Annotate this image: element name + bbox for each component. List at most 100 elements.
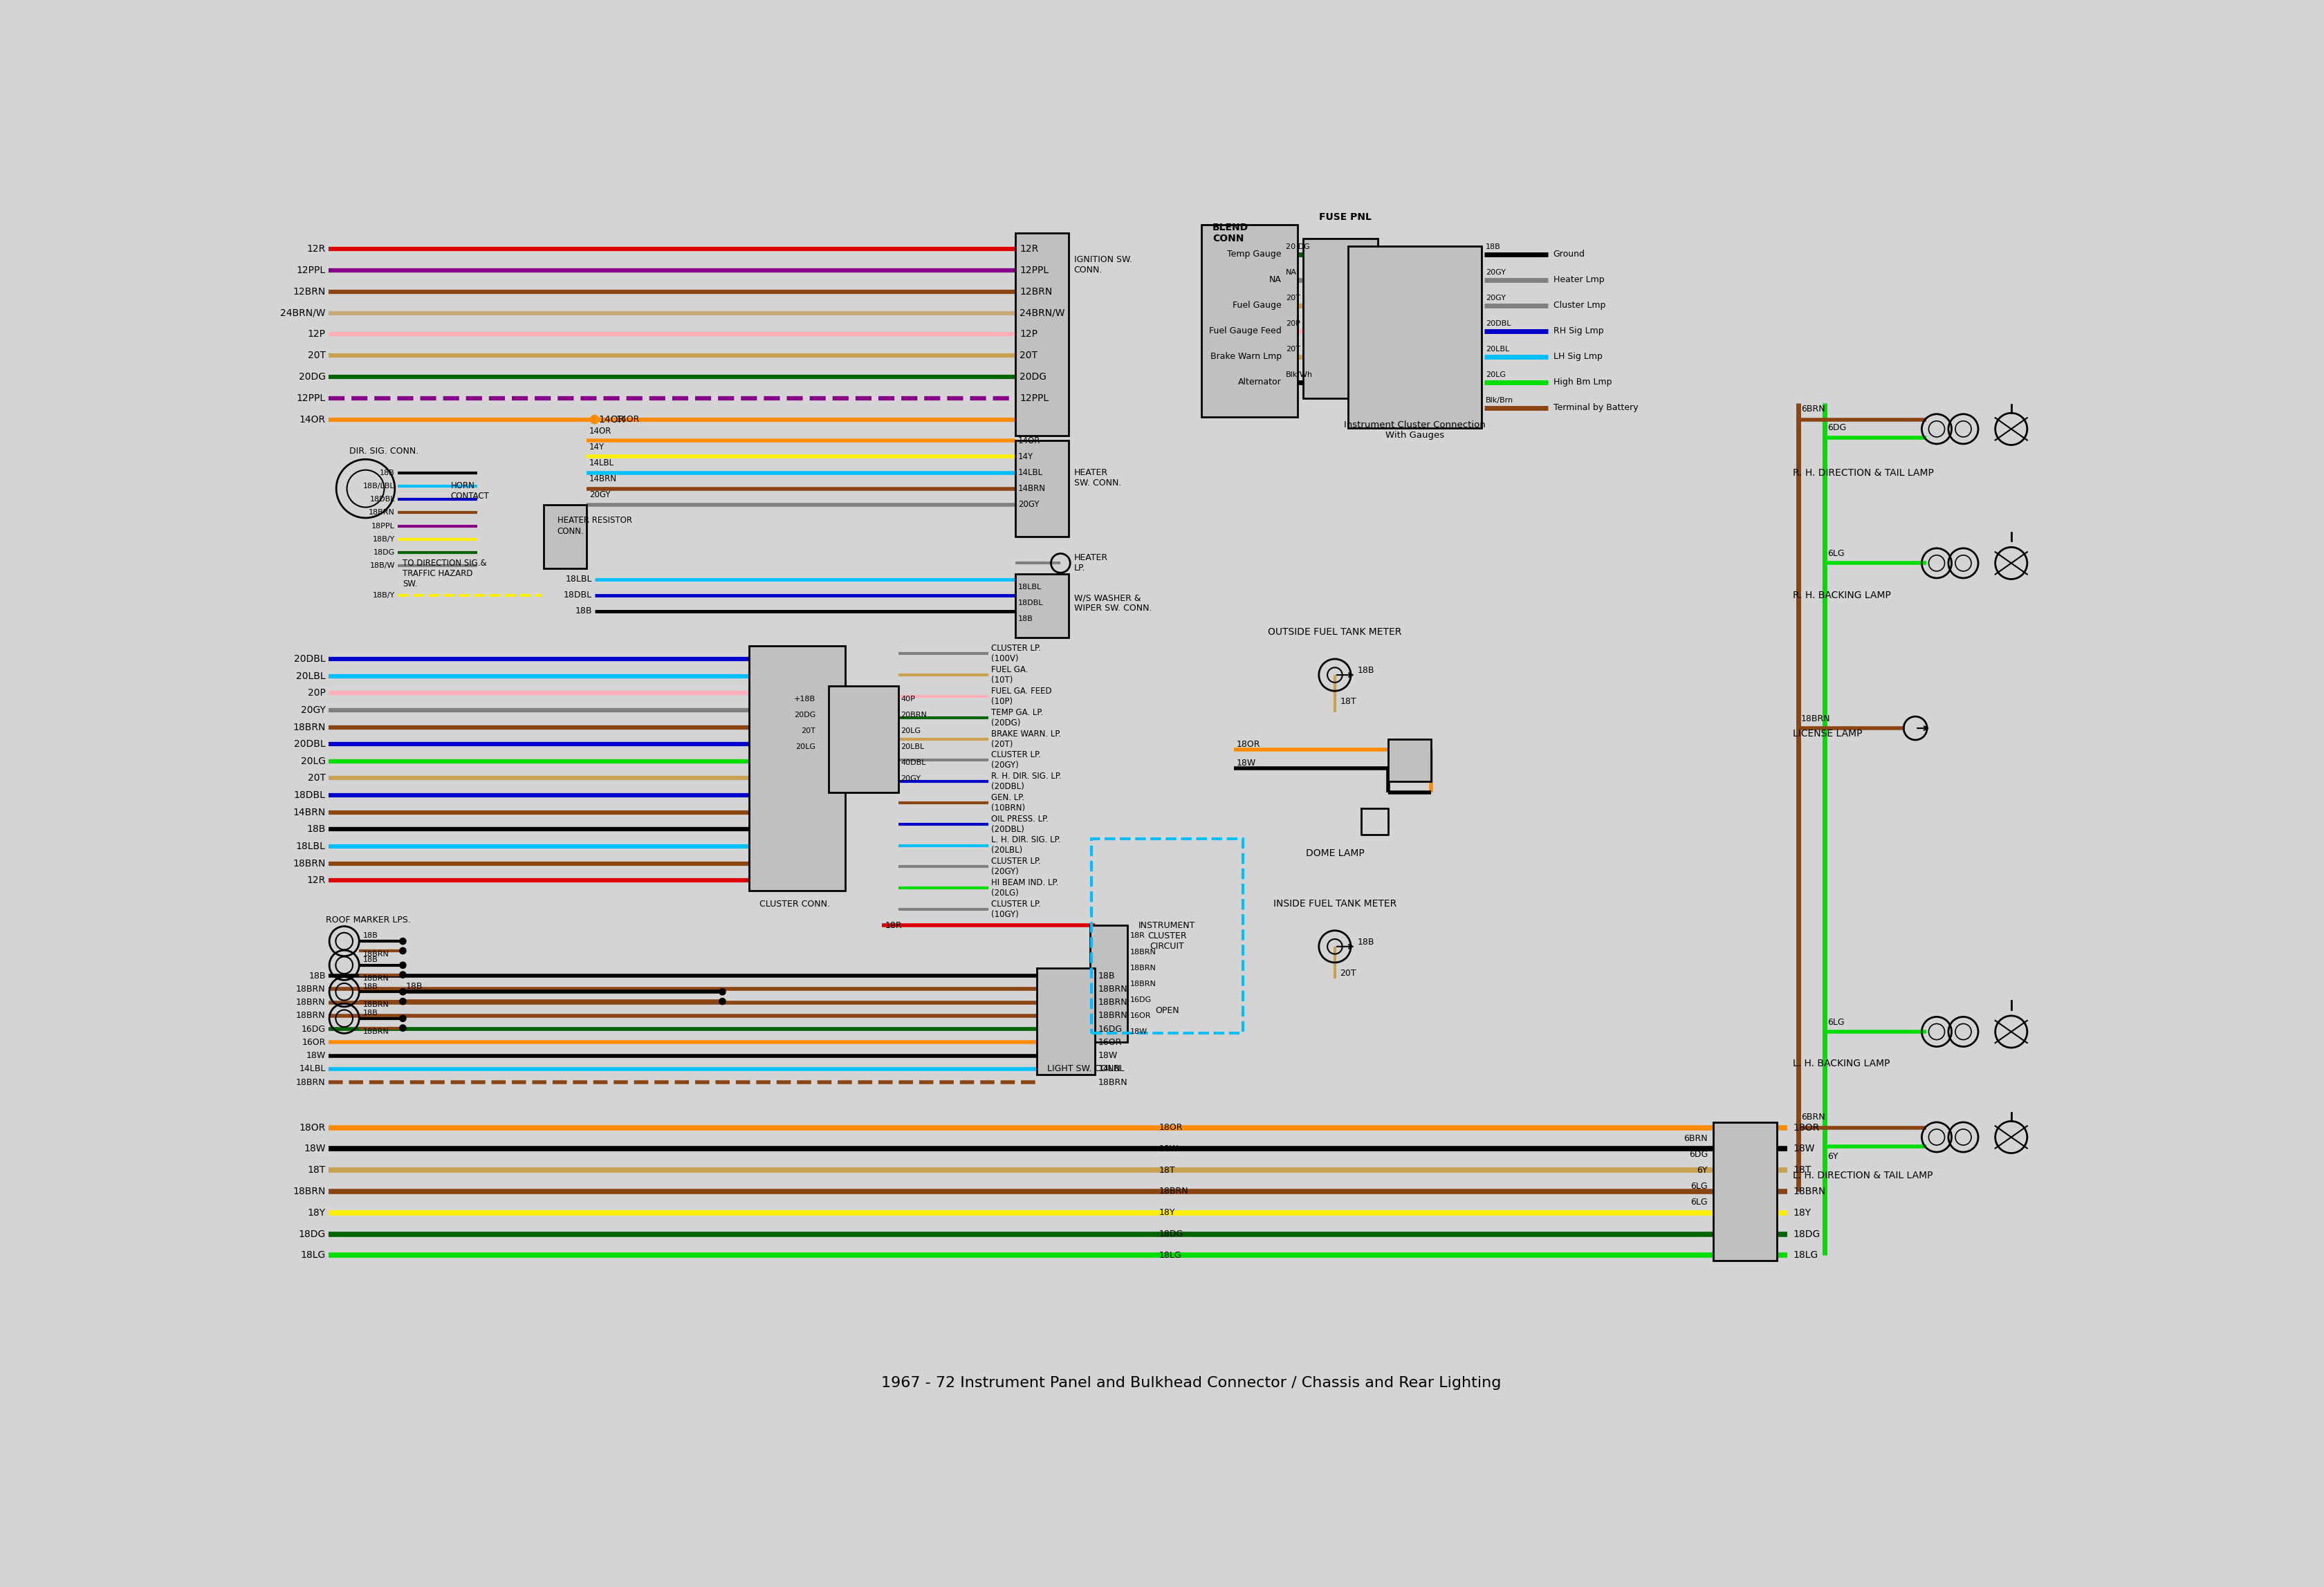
- Text: 18DBL: 18DBL: [293, 790, 325, 800]
- Text: 18B/Y: 18B/Y: [372, 592, 395, 598]
- Text: R. H. DIRECTION & TAIL LAMP: R. H. DIRECTION & TAIL LAMP: [1792, 468, 1934, 478]
- Text: 14OR: 14OR: [616, 414, 639, 424]
- Text: 18W: 18W: [1792, 1144, 1815, 1154]
- Text: 20 DG: 20 DG: [1285, 243, 1311, 251]
- Text: 12P: 12P: [307, 330, 325, 340]
- Text: 18PPL: 18PPL: [372, 522, 395, 530]
- Text: Ground: Ground: [1552, 249, 1585, 259]
- Text: 18B: 18B: [363, 933, 379, 940]
- Text: Cluster Lmp: Cluster Lmp: [1552, 302, 1606, 309]
- Text: L. H. DIR. SIG. LP.
(20LBL): L. H. DIR. SIG. LP. (20LBL): [992, 836, 1060, 855]
- Text: 6BRN: 6BRN: [1801, 405, 1824, 413]
- Text: 20LG: 20LG: [300, 757, 325, 767]
- Text: 18B: 18B: [1097, 971, 1116, 981]
- Text: 20GY: 20GY: [590, 490, 611, 500]
- Text: 16DG: 16DG: [302, 1025, 325, 1033]
- Text: L. H. DIRECTION & TAIL LAMP: L. H. DIRECTION & TAIL LAMP: [1792, 1171, 1934, 1181]
- Text: 18BRN: 18BRN: [370, 509, 395, 516]
- Text: HI BEAM IND. LP.
(20LG): HI BEAM IND. LP. (20LG): [992, 878, 1060, 898]
- Text: 6BRN: 6BRN: [1683, 1133, 1708, 1143]
- Text: Heater Lmp: Heater Lmp: [1552, 276, 1604, 284]
- Text: 6LG: 6LG: [1690, 1198, 1708, 1206]
- Text: 20T: 20T: [1285, 346, 1301, 352]
- Circle shape: [400, 1016, 407, 1022]
- Text: FUEL GA. FEED
(10P): FUEL GA. FEED (10P): [992, 687, 1053, 706]
- Text: NA: NA: [1269, 276, 1281, 284]
- Bar: [1016, 233, 1069, 435]
- Text: 18B: 18B: [1018, 616, 1032, 622]
- Text: 20DBL: 20DBL: [295, 740, 325, 749]
- Text: 18B: 18B: [404, 982, 423, 990]
- Text: 20DBL: 20DBL: [1485, 321, 1511, 327]
- Text: 40DBL: 40DBL: [902, 759, 925, 767]
- Text: 18DBL: 18DBL: [370, 495, 395, 503]
- Text: CLUSTER LP.
(20GY): CLUSTER LP. (20GY): [992, 751, 1041, 770]
- Text: 18BRN: 18BRN: [363, 1001, 388, 1009]
- Text: 12PPL: 12PPL: [297, 265, 325, 275]
- Text: 20LBL: 20LBL: [295, 671, 325, 681]
- Text: INSTRUMENT
CLUSTER
CIRCUIT: INSTRUMENT CLUSTER CIRCUIT: [1139, 920, 1195, 951]
- Circle shape: [400, 962, 407, 968]
- Text: 18BRN: 18BRN: [293, 859, 325, 868]
- Bar: [748, 646, 846, 890]
- Text: 14LBL: 14LBL: [300, 1065, 325, 1073]
- Text: W/S WASHER &
WIPER SW. CONN.: W/S WASHER & WIPER SW. CONN.: [1074, 594, 1153, 613]
- Text: 18LG: 18LG: [1160, 1251, 1181, 1260]
- Text: 16OR: 16OR: [1129, 1013, 1150, 1019]
- Text: 18DG: 18DG: [374, 549, 395, 555]
- Text: 18LG: 18LG: [300, 1251, 325, 1260]
- Text: 18W: 18W: [1097, 1051, 1118, 1060]
- Circle shape: [400, 938, 407, 944]
- Text: 18BRN: 18BRN: [293, 722, 325, 732]
- Text: BRAKE WARN. LP.
(20T): BRAKE WARN. LP. (20T): [992, 728, 1062, 749]
- Circle shape: [718, 989, 725, 995]
- Circle shape: [718, 998, 725, 1005]
- Text: 6LG: 6LG: [1827, 1017, 1845, 1027]
- Text: 24BRN/W: 24BRN/W: [281, 308, 325, 317]
- Circle shape: [590, 416, 600, 424]
- Circle shape: [400, 989, 407, 995]
- Text: 18R: 18R: [885, 920, 902, 930]
- Text: 18B: 18B: [363, 982, 379, 990]
- Text: High Bm Lmp: High Bm Lmp: [1552, 378, 1611, 387]
- Text: 14OR: 14OR: [300, 414, 325, 424]
- Circle shape: [400, 971, 407, 978]
- Text: 20T: 20T: [1341, 968, 1357, 978]
- Text: 14LBL: 14LBL: [590, 459, 614, 468]
- Text: 18W: 18W: [307, 1051, 325, 1060]
- Text: Fuel Gauge Feed: Fuel Gauge Feed: [1208, 327, 1281, 335]
- Text: 6DG: 6DG: [1827, 422, 1845, 432]
- Text: 18B: 18B: [574, 606, 593, 616]
- Text: 18BRN: 18BRN: [1129, 949, 1155, 955]
- Text: HEATER RESISTOR
CONN.: HEATER RESISTOR CONN.: [558, 516, 632, 535]
- Bar: [1016, 574, 1069, 638]
- Text: 40P: 40P: [902, 695, 916, 703]
- Text: 16DG: 16DG: [1097, 1025, 1122, 1033]
- Text: IGNITION SW.
CONN.: IGNITION SW. CONN.: [1074, 256, 1132, 275]
- Text: 18T: 18T: [1160, 1166, 1176, 1174]
- Bar: [1016, 441, 1069, 536]
- Text: Temp Gauge: Temp Gauge: [1227, 249, 1281, 259]
- Text: 20GY: 20GY: [1018, 500, 1039, 509]
- Text: 20LBL: 20LBL: [1485, 346, 1508, 352]
- Text: 18B: 18B: [379, 470, 395, 476]
- Text: 18LBL: 18LBL: [1018, 584, 1041, 590]
- Text: 16OR: 16OR: [1097, 1038, 1122, 1047]
- Text: 12BRN: 12BRN: [1020, 287, 1053, 297]
- Text: 18B: 18B: [1485, 243, 1501, 251]
- Text: 18W: 18W: [304, 1144, 325, 1154]
- Text: 14BRN: 14BRN: [293, 808, 325, 817]
- Text: 18B: 18B: [1357, 938, 1376, 947]
- Text: Blk/Brn: Blk/Brn: [1485, 397, 1513, 403]
- Text: 18DG: 18DG: [297, 1230, 325, 1239]
- Text: 18W: 18W: [1236, 759, 1255, 768]
- Bar: [544, 505, 586, 568]
- Text: R. H. BACKING LAMP: R. H. BACKING LAMP: [1792, 590, 1892, 600]
- Text: 20DG: 20DG: [297, 371, 325, 381]
- Text: 18B: 18B: [1357, 667, 1376, 674]
- Text: CLUSTER LP.
(10GY): CLUSTER LP. (10GY): [992, 900, 1041, 919]
- Text: 12PPL: 12PPL: [297, 394, 325, 403]
- Text: ROOF MARKER LPS.: ROOF MARKER LPS.: [325, 916, 411, 924]
- Text: 12BRN: 12BRN: [293, 287, 325, 297]
- Text: 16OR: 16OR: [302, 1038, 325, 1047]
